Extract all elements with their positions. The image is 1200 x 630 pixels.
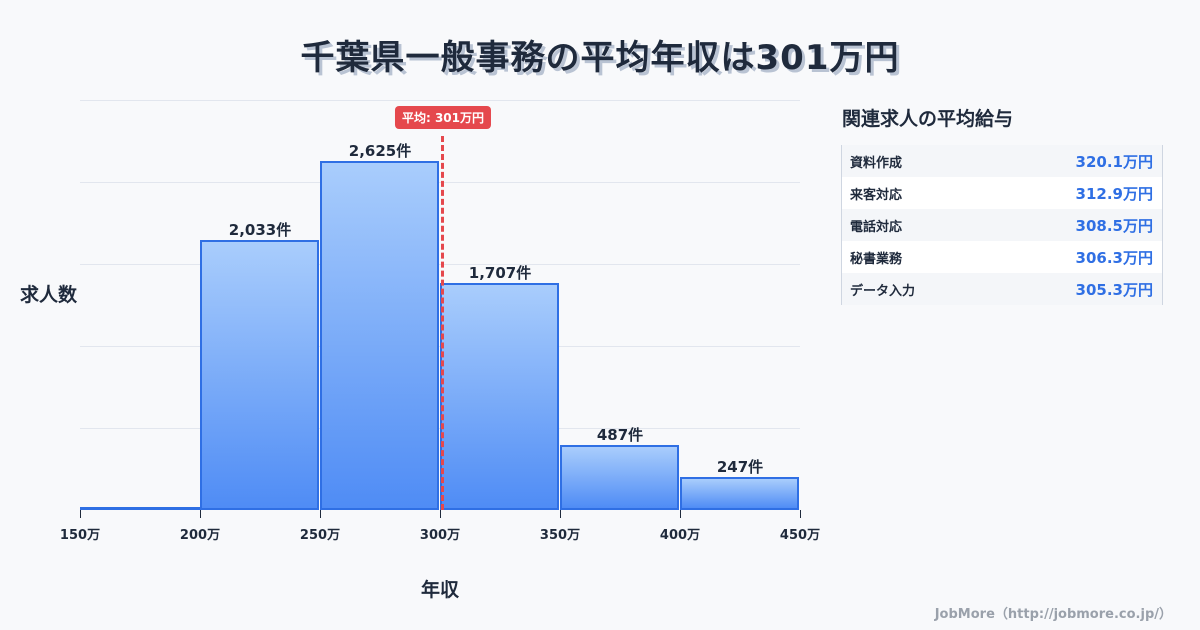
related-job-name: データ入力 (850, 283, 916, 299)
x-tick-label: 150万 (59, 528, 101, 543)
related-job-row: 電話対応 308.5万円 (842, 209, 1162, 241)
related-job-salary: 312.9万円 (1075, 184, 1153, 203)
average-badge: 平均: 301万円 (394, 106, 492, 129)
x-tick (320, 510, 321, 518)
x-tick (560, 510, 561, 518)
gridline (80, 100, 800, 101)
x-tick (80, 510, 81, 518)
related-job-row: 資料作成 320.1万円 (842, 145, 1162, 177)
related-job-name: 秘書業務 (850, 251, 903, 267)
bar-value-label: 487件 (596, 426, 644, 444)
x-tick-label: 200万 (179, 528, 221, 543)
histogram-bar (80, 507, 200, 510)
histogram-bar (320, 161, 439, 510)
related-job-name: 来客対応 (850, 187, 903, 203)
related-job-row: データ入力 305.3万円 (842, 273, 1162, 305)
related-job-name: 資料作成 (850, 155, 903, 171)
related-job-salary: 308.5万円 (1075, 216, 1153, 235)
histogram-bar (200, 240, 319, 510)
x-tick-label: 250万 (299, 528, 341, 543)
related-job-salary: 320.1万円 (1075, 152, 1153, 171)
x-tick-label: 300万 (419, 528, 461, 543)
bar-value-label: 2,033件 (228, 221, 292, 239)
x-axis-label: 年収 (420, 579, 460, 601)
y-axis-label: 求人数 (20, 284, 78, 306)
x-tick (440, 510, 441, 518)
gridline (80, 182, 800, 183)
bar-value-label: 2,625件 (348, 142, 412, 160)
x-tick-label: 400万 (659, 528, 701, 543)
related-job-row: 秘書業務 306.3万円 (842, 241, 1162, 273)
x-tick-label: 450万 (779, 528, 821, 543)
bar-value-label: 247件 (716, 458, 764, 476)
footer-credit: JobMore（http://jobmore.co.jp/） (934, 607, 1172, 622)
related-jobs-title: 関連求人の平均給与 (842, 108, 1014, 130)
related-job-row: 来客対応 312.9万円 (842, 177, 1162, 209)
gridline (80, 264, 800, 265)
histogram-bar (560, 445, 679, 510)
x-tick (680, 510, 681, 518)
histogram-bar (680, 477, 799, 510)
histogram-bar (440, 283, 559, 510)
related-job-name: 電話対応 (850, 219, 903, 235)
related-job-salary: 305.3万円 (1075, 280, 1153, 299)
page-title: 千葉県一般事務の平均年収は301万円 (300, 38, 900, 78)
x-tick-label: 350万 (539, 528, 581, 543)
bar-value-label: 1,707件 (468, 264, 532, 282)
x-tick (200, 510, 201, 518)
related-job-salary: 306.3万円 (1075, 248, 1153, 267)
related-jobs-table: 資料作成 320.1万円 来客対応 312.9万円 電話対応 308.5万円 秘… (841, 145, 1163, 305)
histogram-plot: 2,033件 2,625件 1,707件 487件 247件 平均: 301万円 (80, 100, 800, 510)
average-line (441, 136, 444, 510)
x-tick (800, 510, 801, 518)
